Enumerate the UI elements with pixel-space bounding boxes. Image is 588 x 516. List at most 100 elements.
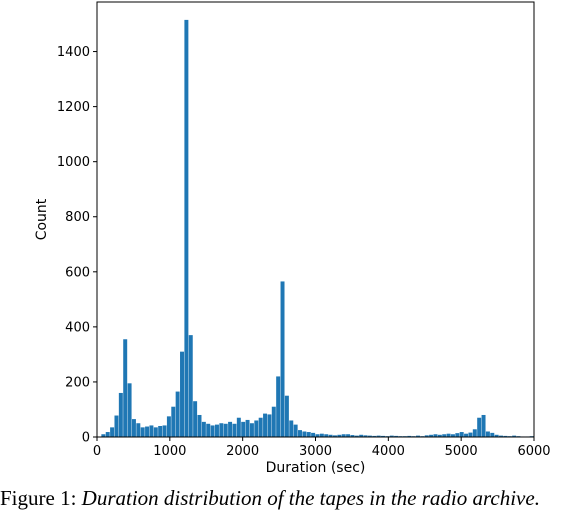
histogram-bar bbox=[503, 435, 508, 437]
histogram-bar bbox=[433, 434, 438, 437]
axes-group bbox=[96, 1, 535, 438]
histogram-bar bbox=[302, 431, 307, 437]
histogram-bar bbox=[332, 435, 337, 437]
histogram-bar bbox=[223, 423, 228, 437]
y-tick-label: 0 bbox=[82, 431, 90, 446]
histogram-bar bbox=[114, 415, 119, 437]
histogram-bar bbox=[346, 434, 351, 437]
histogram-bar bbox=[424, 435, 429, 437]
histogram-bar bbox=[254, 420, 259, 437]
caption-text: Duration distribution of the tapes in th… bbox=[81, 486, 540, 510]
histogram-bar bbox=[228, 421, 233, 437]
histogram-bar bbox=[201, 421, 206, 437]
caption-prefix: Figure 1: bbox=[0, 486, 82, 510]
histogram-bar bbox=[459, 432, 464, 437]
x-tick-label: 0 bbox=[93, 444, 101, 459]
histogram-bar bbox=[219, 423, 224, 437]
histogram-bar bbox=[214, 424, 219, 437]
histogram-bar bbox=[197, 414, 202, 437]
histogram-bar bbox=[267, 414, 272, 437]
histogram-bar bbox=[512, 435, 517, 437]
histogram-bar bbox=[468, 432, 473, 437]
x-tick-label: 3000 bbox=[299, 444, 332, 459]
histogram-bar bbox=[105, 432, 110, 437]
x-axis-label: Duration (sec) bbox=[266, 460, 366, 476]
x-tick-label: 4000 bbox=[372, 444, 405, 459]
histogram-bar bbox=[101, 434, 106, 437]
histogram-bar bbox=[416, 435, 420, 437]
bars-group bbox=[101, 19, 534, 437]
histogram-bar bbox=[258, 417, 263, 437]
histogram-bar bbox=[249, 423, 254, 437]
histogram-bar bbox=[328, 434, 333, 437]
histogram-bar bbox=[464, 433, 469, 437]
y-tick-label: 600 bbox=[65, 265, 90, 280]
histogram-bar bbox=[245, 419, 250, 437]
histogram-bar bbox=[206, 423, 211, 437]
histogram-bar bbox=[127, 383, 132, 437]
histogram-bar bbox=[166, 416, 171, 437]
histogram-bar bbox=[232, 423, 237, 437]
histogram-bar bbox=[315, 434, 320, 437]
histogram-bar bbox=[162, 425, 167, 437]
histogram-bar bbox=[450, 434, 455, 437]
histogram-bar bbox=[499, 435, 504, 437]
histogram-bar bbox=[477, 417, 482, 437]
histogram-bar bbox=[131, 419, 136, 437]
plot-frame bbox=[96, 1, 535, 438]
histogram-bar bbox=[490, 432, 495, 437]
histogram-bar bbox=[123, 339, 128, 437]
histogram-bar bbox=[354, 435, 359, 437]
histogram-bar bbox=[442, 434, 447, 437]
histogram-bar bbox=[298, 430, 302, 437]
histogram-bar bbox=[472, 429, 477, 437]
histogram-bar bbox=[311, 432, 316, 437]
histogram-bar bbox=[280, 281, 285, 437]
x-tick-label: 5000 bbox=[445, 444, 478, 459]
histogram-bar bbox=[485, 431, 490, 437]
y-tick-label: 800 bbox=[65, 210, 90, 225]
histogram-bar bbox=[153, 427, 158, 437]
histogram-bar bbox=[306, 432, 311, 437]
histogram-bar bbox=[118, 392, 123, 437]
histogram-bar bbox=[429, 434, 434, 437]
histogram-bar bbox=[381, 435, 386, 437]
histogram-bar bbox=[407, 435, 412, 437]
histogram-bar bbox=[367, 435, 372, 437]
histogram-bar bbox=[263, 413, 268, 437]
histogram-bar bbox=[193, 401, 198, 437]
histogram-bar bbox=[494, 434, 499, 437]
histogram-bar bbox=[437, 434, 442, 437]
histogram-bar bbox=[372, 435, 377, 437]
histogram-bar bbox=[188, 335, 193, 437]
histogram-bar bbox=[289, 420, 294, 437]
histogram-bar bbox=[236, 417, 241, 437]
histogram-bar bbox=[110, 427, 115, 437]
histogram-bar bbox=[293, 424, 298, 437]
histogram-bar bbox=[241, 421, 246, 437]
y-tick-label: 200 bbox=[65, 375, 90, 390]
x-tick-label: 6000 bbox=[517, 444, 550, 459]
histogram-bar bbox=[145, 426, 150, 437]
histogram-bar bbox=[271, 406, 276, 437]
x-tick-label: 2000 bbox=[226, 444, 259, 459]
y-tick-label: 400 bbox=[65, 320, 90, 335]
histogram-bar bbox=[324, 434, 329, 437]
histogram-bar bbox=[394, 435, 399, 437]
histogram-bar bbox=[175, 391, 180, 437]
x-tick-label: 1000 bbox=[153, 444, 186, 459]
histogram-bar bbox=[276, 376, 281, 437]
y-tick-label: 1400 bbox=[57, 45, 90, 60]
histogram-bar bbox=[350, 435, 355, 437]
histogram-bar bbox=[210, 425, 215, 437]
histogram-bar bbox=[341, 434, 346, 437]
histogram-bar bbox=[446, 433, 451, 437]
figure-caption: Figure 1: Duration distribution of the t… bbox=[0, 486, 588, 511]
histogram-bar bbox=[319, 433, 324, 437]
histogram-bar bbox=[149, 425, 154, 437]
y-tick-label: 1200 bbox=[57, 100, 90, 115]
ticks-group: 0 1000 2000 3000 4000 5000 6000 0 200 400 600 800 10… bbox=[57, 45, 551, 459]
histogram-bar bbox=[158, 425, 163, 437]
histogram-bar bbox=[376, 435, 381, 437]
